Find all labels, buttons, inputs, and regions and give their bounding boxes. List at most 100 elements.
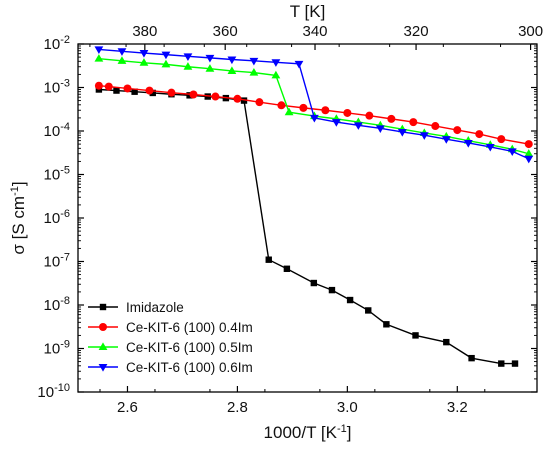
data-point (383, 321, 390, 328)
data-point (419, 132, 429, 140)
legend-entry: Imidazole (88, 300, 184, 315)
data-point (443, 338, 450, 346)
data-point (211, 92, 220, 101)
top-tick-label: 300 (518, 23, 543, 40)
series-layer (94, 46, 534, 367)
data-point (284, 107, 294, 116)
data-point (328, 286, 336, 294)
data-point (117, 48, 127, 56)
data-point (353, 122, 363, 130)
x-tick-label: 2.8 (227, 399, 248, 416)
y-tick-label: 10-10 (37, 382, 70, 401)
data-point (94, 81, 103, 90)
data-point (205, 64, 215, 72)
data-point (453, 126, 462, 135)
data-point (139, 50, 149, 58)
legend: Imidazole Ce-KIT-6 (100) 0.4Im Ce-KIT-6 (1… (88, 300, 253, 375)
data-point (113, 87, 120, 94)
data-point (161, 59, 171, 68)
data-point (131, 88, 138, 95)
data-point (309, 114, 319, 123)
legend-label: Ce-KIT-6 (100) 0.5Im (126, 340, 253, 355)
data-point (98, 342, 108, 350)
top-tick-label: 360 (213, 23, 238, 40)
y-tick-label: 10-2 (44, 34, 70, 53)
legend-entry: Ce-KIT-6 (100) 0.5Im (88, 340, 253, 355)
y-tick-label: 10-6 (44, 208, 70, 227)
y-tick-label: 10-8 (44, 295, 70, 314)
legend-label: Ce-KIT-6 (100) 0.6Im (126, 360, 253, 375)
data-point (249, 68, 259, 76)
x-axis-title: 1000/T [K-1] (264, 423, 352, 442)
data-point (346, 296, 354, 304)
legend-entry: Ce-KIT-6 (100) 0.4Im (88, 320, 253, 335)
data-point (397, 128, 407, 137)
data-point (99, 323, 107, 331)
y-tick-label: 10-4 (44, 121, 70, 140)
data-point (511, 360, 519, 367)
top-tick-label: 340 (303, 23, 328, 40)
legend-entry: Ce-KIT-6 (100) 0.6Im (88, 360, 253, 375)
data-point (524, 155, 534, 164)
y-tick-label: 10-9 (44, 339, 70, 358)
data-point (265, 256, 272, 263)
data-point (271, 59, 281, 67)
data-point (227, 66, 237, 74)
data-point (277, 101, 286, 110)
data-point (240, 97, 248, 104)
data-point (189, 90, 198, 99)
data-point (183, 53, 193, 61)
data-point (498, 360, 505, 367)
legend-label: Imidazole (126, 300, 184, 315)
x-tick-label: 2.6 (117, 399, 138, 416)
data-point (294, 60, 304, 69)
data-point (99, 303, 107, 311)
data-point (205, 54, 215, 63)
data-point (524, 140, 533, 149)
data-point (283, 265, 291, 272)
data-point (123, 84, 132, 93)
data-point (249, 57, 259, 66)
legend-label: Ce-KIT-6 (100) 0.4Im (126, 320, 253, 335)
y-axis-title-group: σ [S cm-1] (9, 181, 28, 254)
data-point (409, 118, 418, 127)
top-axis-title: T [K] (290, 2, 326, 21)
data-point (145, 86, 154, 95)
data-point (507, 148, 517, 156)
data-point (233, 94, 242, 103)
top-tick-label: 380 (132, 23, 157, 40)
data-point (497, 135, 506, 144)
data-point (343, 108, 352, 117)
data-point (167, 88, 176, 97)
data-point (524, 149, 534, 157)
y-axis-title: σ [S cm-1] (9, 181, 28, 254)
data-point (441, 136, 451, 144)
series-4 (94, 46, 534, 164)
series-2 (94, 81, 533, 149)
data-point (365, 307, 372, 314)
data-point (271, 70, 281, 79)
data-point (183, 62, 193, 70)
series-line (98, 57, 529, 155)
data-point (161, 51, 171, 60)
y-tick-label: 10-7 (44, 252, 70, 271)
data-point (310, 279, 318, 287)
data-point (412, 332, 419, 339)
data-point (139, 58, 149, 66)
data-point (227, 56, 237, 65)
data-point (387, 114, 396, 123)
data-point (104, 82, 113, 91)
data-point (94, 46, 104, 55)
x-tick-label: 3.0 (337, 399, 358, 416)
data-point (485, 143, 495, 152)
data-point (331, 119, 341, 127)
data-point (365, 111, 374, 120)
y-tick-label: 10-5 (44, 165, 70, 184)
data-point (149, 89, 156, 97)
data-point (463, 139, 473, 148)
data-point (468, 354, 475, 362)
data-point (117, 56, 127, 64)
data-point (475, 130, 484, 139)
axis-ticks: 2.6 2.8 3.0 3.2 380 360 340 320 300 10-10 10-9 10-8… (37, 23, 543, 416)
